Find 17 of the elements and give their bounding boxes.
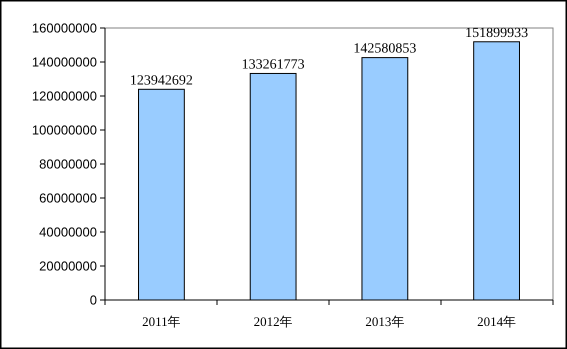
data-label: 151899933 bbox=[465, 26, 528, 41]
x-tick-label: 2014年 bbox=[477, 314, 516, 329]
data-label: 142580853 bbox=[353, 42, 416, 57]
y-tick-label: 140000000 bbox=[32, 54, 97, 70]
data-label: 123942692 bbox=[130, 73, 193, 88]
x-tick-label: 2012年 bbox=[254, 314, 293, 329]
y-tick-label: 100000000 bbox=[32, 122, 97, 138]
x-tick-label: 2013年 bbox=[365, 314, 404, 329]
y-tick-label: 120000000 bbox=[32, 88, 97, 104]
x-tick-label: 2011年 bbox=[142, 314, 181, 329]
y-tick-label: 40000000 bbox=[39, 224, 97, 240]
y-tick-label: 60000000 bbox=[39, 190, 97, 206]
y-tick-label: 0 bbox=[90, 292, 97, 308]
y-tick-label: 160000000 bbox=[32, 20, 97, 36]
y-tick-label: 80000000 bbox=[39, 156, 97, 172]
y-tick-label: 20000000 bbox=[39, 258, 97, 274]
data-label: 133261773 bbox=[242, 57, 305, 72]
